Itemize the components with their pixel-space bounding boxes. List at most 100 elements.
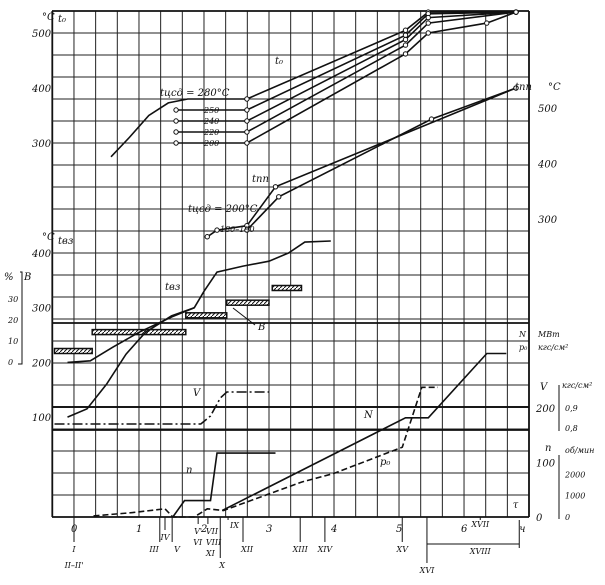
t0-tick-label: 400 <box>31 84 52 95</box>
n-unit: об/мин <box>565 446 594 455</box>
b-step-3 <box>226 299 270 306</box>
x-tick-label: 4 <box>330 524 337 535</box>
b-curve-label: B <box>257 322 265 333</box>
data-point <box>513 9 519 15</box>
b-leader <box>232 307 256 326</box>
tvz-tick-label: 300 <box>32 304 52 315</box>
tpp-curve-label: tпп <box>252 174 269 185</box>
series-t-2 <box>67 306 195 364</box>
event-label: I <box>71 545 76 554</box>
v-tick-label: 0,9 <box>565 404 578 413</box>
event-label: XVI <box>419 566 435 575</box>
event-label: XII <box>240 545 254 554</box>
tvz-curve-label: tвз <box>165 282 180 293</box>
event-label: V <box>174 545 181 554</box>
grid <box>51 10 530 518</box>
data-point <box>244 96 250 102</box>
tcsd-hot-label: tцсд = 280°C <box>160 88 230 99</box>
t0-unit: °C <box>42 12 55 23</box>
tvz-tick-label: 400 <box>31 249 52 260</box>
series-t0-t-220- <box>176 11 517 133</box>
n-tick-label: 1000 <box>565 492 585 501</box>
tvz-tick-label: 200 <box>31 358 52 369</box>
n-axis-name: n <box>545 443 551 454</box>
series <box>54 9 519 518</box>
series-n <box>172 452 276 518</box>
event-label: XVII <box>470 520 490 529</box>
data-point <box>173 107 179 113</box>
x-tick-label: 5 <box>396 524 402 535</box>
b-axis-bracket <box>18 271 23 365</box>
x-tick-label: 2 <box>200 524 207 535</box>
event-label: II–II' <box>64 561 84 570</box>
b-tick-label: 30 <box>8 295 18 304</box>
b-step-0 <box>53 347 93 355</box>
series-n <box>221 352 507 512</box>
event-label: X <box>218 561 225 570</box>
data-point <box>173 118 179 124</box>
event-label: IV <box>160 533 171 542</box>
event-label: XVIII <box>469 547 492 556</box>
tpp-right-label: tпп <box>515 82 532 93</box>
p0-axis-name: p₀ <box>519 343 528 352</box>
data-point <box>204 234 210 240</box>
n-power-curve-label: N <box>363 410 374 421</box>
data-point <box>402 51 409 57</box>
data-point <box>428 116 435 122</box>
event-label: VIII <box>206 538 222 547</box>
data-point <box>214 227 220 233</box>
tpp-tick-label: 400 <box>537 160 558 171</box>
data-point <box>173 129 179 135</box>
data-point <box>425 20 431 26</box>
t0-axis-name: t₀ <box>58 14 66 25</box>
x-unit-label: ч <box>519 524 525 535</box>
tau-label: τ <box>513 500 519 511</box>
data-point <box>513 85 519 91</box>
v-axis-name: V <box>540 382 549 393</box>
tcsd-value-label: 220 <box>203 128 219 137</box>
x-tick-label: 6 <box>461 524 468 535</box>
tcsd-value-label: 240 <box>203 117 219 126</box>
v-unit: кгс/см² <box>562 381 592 390</box>
p0-curve-label: p₀ <box>380 457 390 468</box>
event-label: XIII <box>292 545 309 554</box>
b-step-4 <box>271 284 303 292</box>
tcsd-range-label: 180–190 <box>220 225 255 234</box>
data-point <box>244 118 250 124</box>
t0-curve-label: t₀ <box>275 56 283 67</box>
event-label: V' <box>194 527 202 536</box>
series-t0-startup <box>110 98 247 158</box>
event-label: VI <box>193 538 203 547</box>
n-power-axis-name: N <box>518 330 527 339</box>
event-label: VII <box>206 527 219 536</box>
data-point <box>402 42 409 48</box>
n-power-unit: МВт <box>537 330 560 339</box>
series-t-2 <box>246 87 517 231</box>
data-point <box>244 140 250 146</box>
tpp-tick-label: 300 <box>538 215 558 226</box>
tvz-tick-label: 100 <box>32 413 52 424</box>
data-point <box>484 20 490 26</box>
series-t0-t-200- <box>176 11 517 144</box>
x-tick-label: 1 <box>136 524 142 535</box>
series-t- <box>67 240 331 418</box>
data-point <box>402 32 409 38</box>
series-v <box>54 391 269 425</box>
event-label: XV <box>396 545 410 554</box>
tcsd-value-label: 250 <box>203 106 219 115</box>
data-point <box>272 184 279 190</box>
tpp-tick-label: 500 <box>538 104 558 115</box>
v-tick-label: 0,8 <box>565 424 578 433</box>
b-unit: % <box>4 272 14 283</box>
right-lower-tick-label: 0 <box>536 513 543 524</box>
data-point <box>173 140 179 146</box>
x-tick-label: 3 <box>266 524 272 535</box>
data-point <box>276 194 282 200</box>
event-label: XI <box>205 549 216 558</box>
series-t0-t-280- <box>246 11 516 100</box>
series-t0-t-240- <box>176 11 517 122</box>
data-point <box>402 36 409 43</box>
right-lower-tick-label: 100 <box>536 459 556 470</box>
